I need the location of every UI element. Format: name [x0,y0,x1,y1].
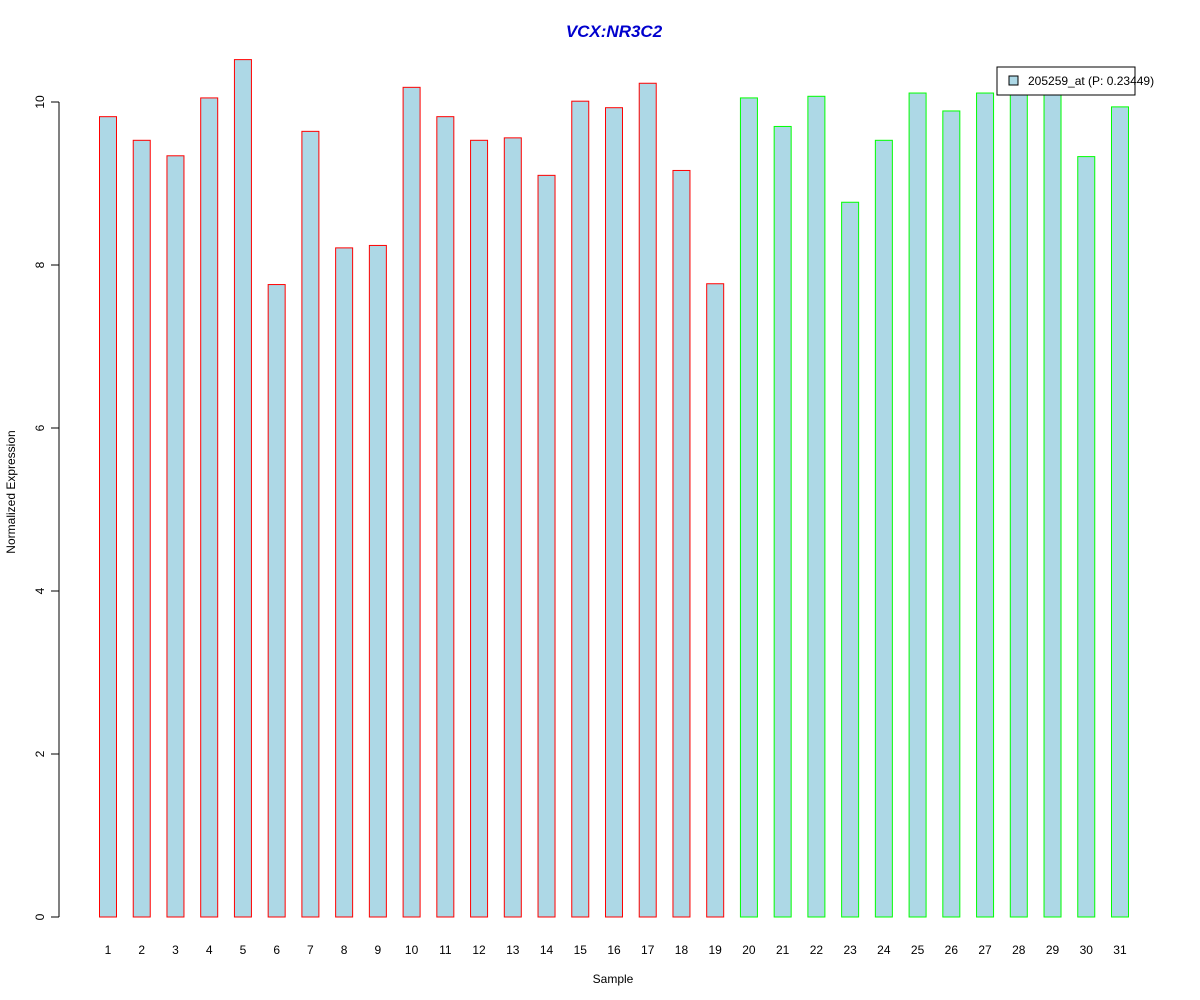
x-tick-label: 15 [574,943,588,957]
x-tick-label: 21 [776,943,790,957]
y-tick-label: 0 [33,913,47,920]
x-tick-label: 9 [375,943,382,957]
x-tick-label: 7 [307,943,314,957]
legend: 205259_at (P: 0.23449) [996,66,1154,96]
bar-sample-10 [402,86,421,918]
y-tick-label: 2 [33,750,47,757]
x-tick-label: 14 [540,943,554,957]
x-tick-label: 11 [439,943,452,957]
y-axis-label: Normalized Expression [4,430,18,553]
bar-sample-11 [436,116,455,918]
legend-swatch [1008,75,1019,86]
bars [99,59,1129,918]
x-tick-label: 3 [172,943,179,957]
x-tick-label: 13 [506,943,520,957]
x-tick-label: 8 [341,943,348,957]
x-tick-label: 10 [405,943,419,957]
x-tick-label: 31 [1113,943,1127,957]
x-tick-label: 20 [742,943,756,957]
bar-sample-12 [470,139,489,918]
x-tick-label: 28 [1012,943,1026,957]
bar-sample-16 [604,107,623,918]
x-tick-label: 2 [138,943,145,957]
x-tick-label: 30 [1080,943,1094,957]
x-tick-label: 4 [206,943,213,957]
bar-sample-5 [233,59,252,918]
bar-sample-22 [807,95,826,918]
bar-sample-7 [301,130,320,918]
x-tick-label: 16 [607,943,621,957]
bar-sample-8 [335,247,354,918]
legend-box [996,66,1136,96]
bar-sample-23 [841,201,860,918]
x-tick-label: 19 [709,943,723,957]
legend-label: 205259_at (P: 0.23449) [1028,74,1154,88]
bar-sample-28 [1009,93,1028,918]
bar-sample-24 [874,139,893,918]
bar-sample-19 [706,283,725,918]
bar-sample-14 [537,174,556,918]
y-tick-label: 4 [33,587,47,594]
bar-sample-1 [99,116,117,918]
bar-sample-4 [200,97,219,918]
x-tick-label: 5 [240,943,247,957]
x-tick-label: 18 [675,943,689,957]
x-tick-label: 24 [877,943,891,957]
bar-sample-25 [908,92,927,918]
chart-title: VCX:NR3C2 [566,22,663,41]
bar-sample-2 [132,139,151,918]
x-tick-label: 17 [641,943,655,957]
bar-sample-31 [1110,106,1129,918]
x-tick-label: 23 [843,943,857,957]
bar-sample-18 [672,169,691,918]
x-tick-label: 26 [945,943,959,957]
bar-sample-9 [368,244,387,918]
bar-sample-30 [1077,156,1096,918]
bar-sample-26 [942,110,961,918]
bar-sample-29 [1043,93,1062,918]
y-tick-label: 8 [33,261,47,268]
x-tick-label: 6 [273,943,280,957]
x-tick-label: 22 [810,943,824,957]
x-tick-label: 29 [1046,943,1060,957]
x-tick-label: 27 [978,943,992,957]
bar-sample-6 [267,284,286,918]
bar-sample-27 [976,92,995,918]
x-axis-tick-labels: 1 2 3 4 5 6 7 8 9 10 11 12 13 14 15 16 17 18 19 20 21 22 23 24 2… [105,943,1127,957]
x-tick-label: 12 [472,943,486,957]
y-tick-label: 10 [33,95,47,109]
bar-sample-21 [773,125,792,918]
bar-sample-3 [166,155,185,918]
bar-sample-20 [739,97,758,918]
x-axis-label: Sample [593,972,634,986]
bar-sample-15 [571,100,590,918]
bar-sample-13 [503,137,522,918]
bar-sample-17 [638,82,657,918]
x-tick-label: 25 [911,943,925,957]
x-tick-label: 1 [105,943,112,957]
y-tick-label: 6 [33,424,47,431]
y-axis-ticks: 0 2 4 6 8 10 [33,95,59,920]
